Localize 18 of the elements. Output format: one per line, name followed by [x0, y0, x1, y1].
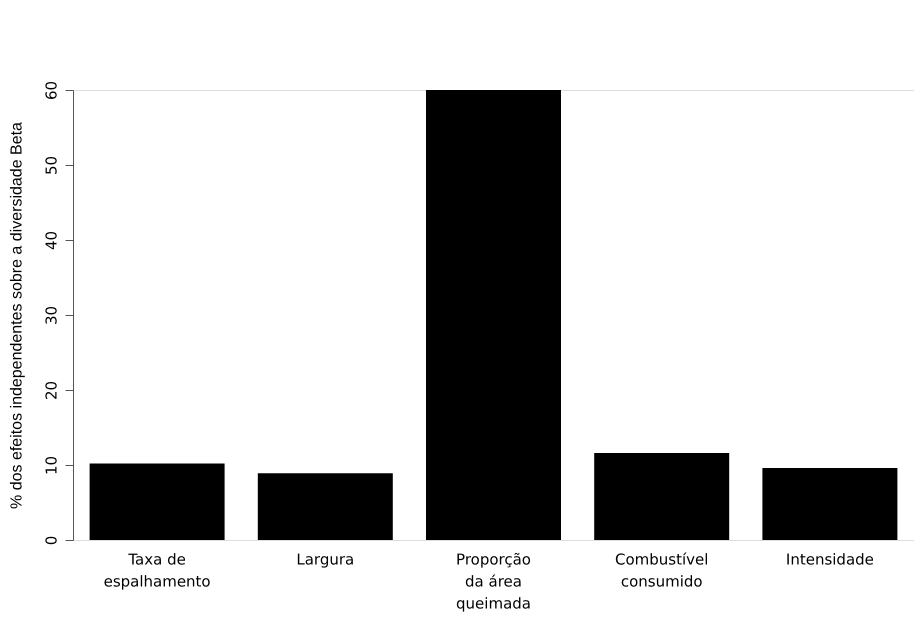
y-tick-label: 40 [42, 230, 60, 250]
y-tick-label: 0 [42, 536, 60, 546]
bar [90, 464, 225, 540]
bar [594, 453, 730, 540]
x-tick-label: Taxa de espalhamento [104, 550, 211, 590]
x-tick-label: Intensidade [786, 550, 874, 568]
y-tick-label: 10 [42, 456, 60, 476]
x-tick-label: Largura [296, 550, 354, 568]
y-tick-label: 30 [42, 306, 60, 326]
x-tick-label: Proporção da área queimada [456, 550, 531, 612]
y-tick-label: 60 [42, 80, 60, 100]
bar [426, 90, 561, 540]
bar [258, 473, 393, 540]
y-axis-title: % dos efeitos independentes sobre a diversidade Beta [8, 122, 26, 509]
y-tick-label: 20 [42, 380, 60, 400]
x-tick-label: Combustível consumido [614, 550, 708, 590]
bar [762, 468, 898, 540]
y-tick-label: 50 [42, 156, 60, 176]
